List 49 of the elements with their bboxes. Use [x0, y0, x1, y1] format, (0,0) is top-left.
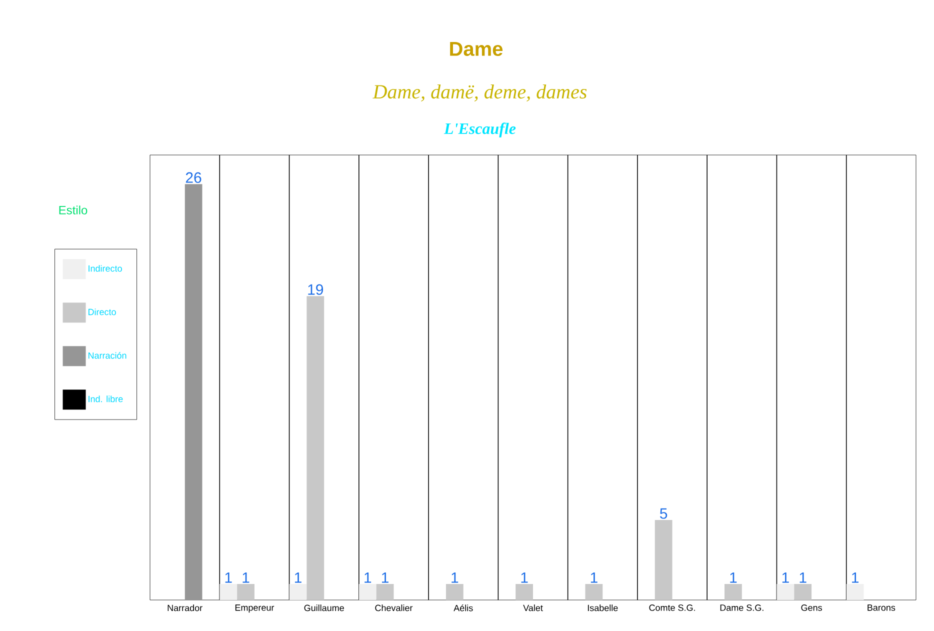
bar — [220, 584, 238, 600]
data-label: 1 — [852, 572, 859, 583]
data-label: 1 — [225, 572, 232, 583]
data-label: 1 — [364, 572, 372, 583]
data-label: 1 — [521, 572, 528, 583]
x-tick-label: Valet — [523, 604, 543, 612]
data-label: 1 — [382, 572, 388, 583]
bar — [794, 584, 812, 600]
data-label: 1 — [452, 572, 458, 583]
bar — [776, 584, 794, 600]
bar — [724, 584, 742, 600]
text: L'Escaufle — [444, 122, 516, 138]
x-tick-label: Empereur — [235, 604, 274, 613]
x-tick-label: Narrador — [168, 604, 202, 612]
data-label: 1 — [730, 572, 737, 583]
data-label: 1 — [800, 572, 806, 583]
bar — [585, 584, 603, 600]
data-label: 26 — [186, 172, 202, 183]
bar — [516, 584, 534, 600]
data-label: 19 — [308, 284, 324, 295]
bar — [446, 584, 464, 600]
x-tick-label: Chevalier — [375, 604, 413, 612]
chart-title: Dame — [450, 42, 503, 56]
legend-label: Directo — [88, 308, 116, 316]
x-tick-label: Isabelle — [588, 604, 618, 612]
bar — [184, 184, 202, 600]
bar — [289, 584, 307, 600]
bar — [846, 584, 864, 600]
legend-label: Narración — [88, 352, 126, 359]
x-tick-label: Dame S.G. — [720, 604, 764, 611]
chart-subtitle: Dame, damë, deme, dames — [372, 84, 587, 102]
x-tick-label: Barons — [868, 604, 896, 611]
legend-label: Indirecto — [88, 265, 122, 272]
legend-label: Ind. libre — [88, 396, 123, 402]
data-label: 1 — [782, 572, 789, 583]
bar — [654, 520, 672, 600]
x-tick-label: Aélis — [454, 604, 473, 612]
legend-title: Estilo — [59, 206, 88, 214]
x-tick-label: Gens — [801, 604, 822, 611]
data-label: 5 — [660, 508, 668, 519]
data-label: 1 — [242, 572, 250, 583]
x-tick-label: Comte S.G. — [649, 604, 695, 611]
bar — [376, 584, 394, 600]
data-label: 1 — [294, 572, 302, 583]
bar — [237, 584, 254, 600]
data-label: 1 — [590, 572, 598, 583]
x-tick-label: Guillaume — [304, 604, 344, 612]
bar — [358, 584, 376, 600]
bar — [306, 296, 324, 600]
